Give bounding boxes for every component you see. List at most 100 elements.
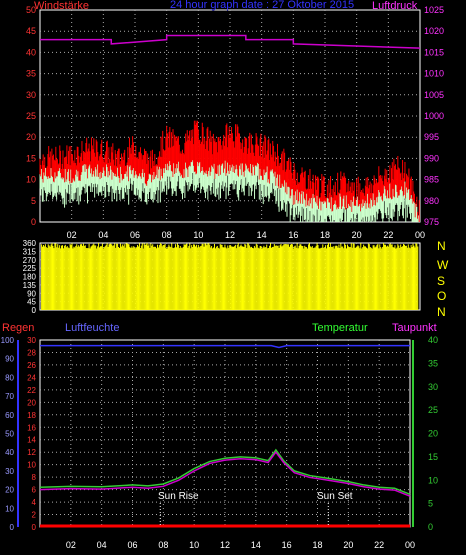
rain-y-tick-label: 28 — [27, 348, 36, 357]
humidity-y-tick-label: 80 — [5, 373, 14, 382]
dir-y-tick-label: 315 — [23, 247, 37, 256]
temp-y-tick-label: 20 — [428, 429, 438, 439]
climate-x-tick-label: 06 — [127, 540, 137, 550]
rain-y-tick-label: 18 — [27, 411, 36, 420]
temperature-axis-title: Temperatur — [312, 322, 368, 334]
dir-y-tick-label: 45 — [27, 298, 36, 307]
humidity-axis-title: Luftfeuchte — [65, 322, 119, 334]
dir-y-tick-label: 270 — [23, 256, 37, 265]
wind-y-tick-label: 50 — [26, 5, 36, 15]
dir-y-tick-label: 360 — [23, 239, 37, 248]
pressure-y-tick-label: 985 — [424, 175, 439, 185]
wind-x-tick-label: 14 — [257, 230, 267, 240]
wind-x-tick-label: 06 — [130, 230, 140, 240]
climate-x-tick-label: 22 — [374, 540, 384, 550]
dir-label-w: W — [437, 258, 449, 272]
wind-y-tick-label: 45 — [26, 26, 36, 36]
dewpoint-line — [39, 450, 411, 497]
temp-y-tick-label: 30 — [428, 382, 438, 392]
wind-y-tick-label: 10 — [26, 175, 36, 185]
pressure-y-tick-label: 980 — [424, 196, 439, 206]
pressure-y-tick-label: 1005 — [424, 90, 444, 100]
temp-y-tick-label: 25 — [428, 405, 438, 415]
wind-y-tick-label: 15 — [26, 153, 36, 163]
rain-y-tick-label: 30 — [27, 336, 36, 345]
climate-x-tick-label: 08 — [158, 540, 168, 550]
humidity-y-tick-label: 10 — [5, 504, 14, 513]
dir-y-tick-label: 180 — [23, 273, 37, 282]
wind-y-tick-label: 20 — [26, 132, 36, 142]
rain-y-tick-label: 16 — [27, 423, 36, 432]
temp-y-tick-label: 0 — [428, 522, 433, 532]
humidity-y-tick-label: 60 — [5, 411, 14, 420]
rain-axis-title: Regen — [2, 322, 34, 334]
pressure-line — [40, 34, 421, 49]
dir-label-o: O — [437, 289, 446, 303]
temp-y-tick-label: 15 — [428, 452, 438, 462]
humidity-line — [40, 344, 410, 349]
wind-y-tick-label: 5 — [31, 196, 36, 206]
pressure-y-tick-label: 1010 — [424, 69, 444, 79]
temp-y-tick-label: 35 — [428, 358, 438, 368]
wind-y-tick-label: 40 — [26, 47, 36, 57]
climate-x-tick-label: 12 — [220, 540, 230, 550]
wind-y-tick-label: 25 — [26, 111, 36, 121]
wind-x-tick-label: 00 — [415, 230, 425, 240]
climate-x-tick-label: 16 — [282, 540, 292, 550]
humidity-y-tick-label: 30 — [5, 467, 14, 476]
temp-y-tick-label: 10 — [428, 475, 438, 485]
dir-label-s: S — [437, 274, 445, 288]
pressure-y-tick-label: 1015 — [424, 47, 444, 57]
rain-y-tick-label: 24 — [27, 373, 36, 382]
wind-y-tick-label: 0 — [31, 217, 36, 227]
pressure-y-tick-label: 975 — [424, 217, 439, 227]
rain-y-tick-label: 26 — [27, 361, 36, 370]
humidity-y-tick-label: 90 — [5, 355, 14, 364]
dir-label-n-bottom: N — [437, 305, 446, 319]
humidity-y-tick-label: 40 — [5, 448, 14, 457]
humidity-y-tick-label: 20 — [5, 486, 14, 495]
wind-x-tick-label: 10 — [193, 230, 203, 240]
rain-y-tick-label: 22 — [27, 386, 36, 395]
wind-x-tick-label: 22 — [383, 230, 393, 240]
sunset-label: Sun Set — [317, 491, 353, 502]
rain-y-tick-label: 6 — [32, 486, 37, 495]
pressure-y-tick-label: 1020 — [424, 26, 444, 36]
pressure-axis-title: Luftdruck — [372, 0, 418, 12]
dir-y-tick-label: 0 — [32, 306, 37, 315]
dir-y-tick-label: 90 — [27, 289, 36, 298]
wind-y-tick-label: 35 — [26, 69, 36, 79]
pressure-y-tick-label: 990 — [424, 153, 439, 163]
climate-x-tick-label: 20 — [343, 540, 353, 550]
wind-axis-title: Windstärke — [34, 0, 89, 12]
humidity-y-tick-label: 70 — [5, 392, 14, 401]
rain-y-tick-label: 10 — [27, 461, 36, 470]
rain-y-tick-label: 12 — [27, 448, 36, 457]
temp-y-tick-label: 5 — [428, 499, 433, 509]
pressure-y-tick-label: 1000 — [424, 111, 444, 121]
rain-y-tick-label: 0 — [32, 523, 37, 532]
rain-y-tick-label: 20 — [27, 398, 36, 407]
wind-x-tick-label: 02 — [67, 230, 77, 240]
climate-x-tick-label: 04 — [97, 540, 107, 550]
wind-x-tick-label: 04 — [98, 230, 108, 240]
wind-x-tick-label: 18 — [320, 230, 330, 240]
climate-x-tick-label: 18 — [312, 540, 322, 550]
climate-x-tick-label: 00 — [405, 540, 415, 550]
climate-x-tick-label: 10 — [189, 540, 199, 550]
climate-x-tick-label: 14 — [251, 540, 261, 550]
temp-y-tick-label: 40 — [428, 335, 438, 345]
pressure-y-tick-label: 1025 — [424, 5, 444, 15]
sunrise-label: Sun Rise — [158, 491, 199, 502]
dir-label-n-top: N — [437, 239, 446, 253]
humidity-y-tick-label: 0 — [10, 523, 15, 532]
wind-x-tick-label: 12 — [225, 230, 235, 240]
wind-x-tick-label: 20 — [352, 230, 362, 240]
dir-y-tick-label: 225 — [23, 264, 37, 273]
rain-y-tick-label: 2 — [32, 511, 37, 520]
dewpoint-axis-title: Taupunkt — [392, 322, 437, 334]
wind-x-tick-label: 08 — [162, 230, 172, 240]
chart-title: 24 hour graph date : 27 Oktober 2015 — [170, 0, 354, 11]
humidity-y-tick-label: 100 — [1, 336, 15, 345]
temperature-line — [39, 448, 411, 495]
